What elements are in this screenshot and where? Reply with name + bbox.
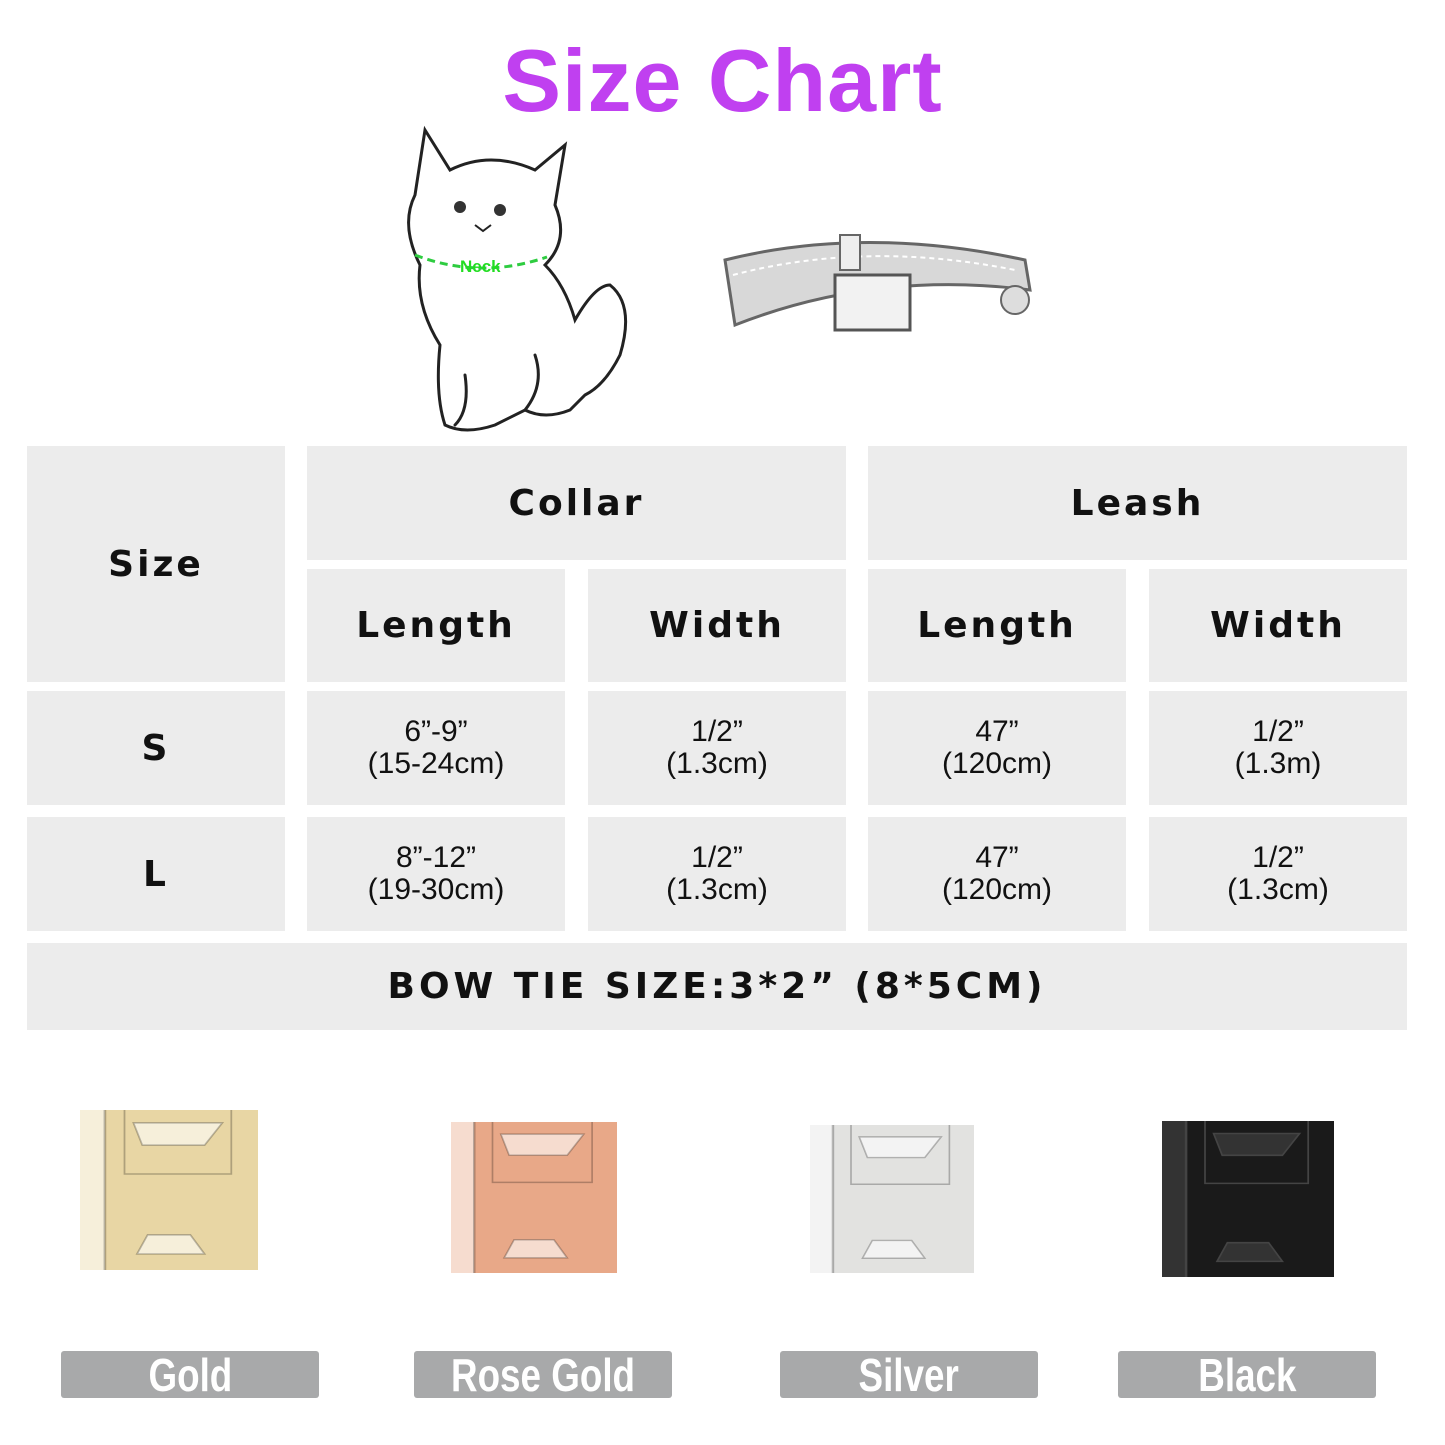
table-cell: 47” (120cm) — [868, 817, 1126, 931]
buckle-black-image — [1162, 1121, 1334, 1277]
color-label-text: Rose Gold — [450, 1348, 636, 1401]
buckle-silver-image — [810, 1125, 974, 1273]
color-label-text: Black — [1197, 1348, 1297, 1401]
color-label-text: Gold — [148, 1348, 232, 1401]
size-s: S — [27, 691, 285, 805]
collar-width-header: Width — [588, 569, 846, 682]
size-header: Size — [27, 446, 285, 682]
table-cell: 8”-12” (19-30cm) — [307, 817, 565, 931]
collar-image — [723, 234, 1032, 332]
leash-width-header: Width — [1149, 569, 1407, 682]
table-cell: 1/2” (1.3cm) — [588, 691, 846, 805]
cat-illustration: Neck — [407, 125, 628, 432]
table-cell: 1/2” (1.3m) — [1149, 691, 1407, 805]
leash-length-header: Length — [868, 569, 1126, 682]
color-label-silver: Silver — [780, 1349, 1038, 1401]
color-label-black: Black — [1118, 1349, 1376, 1401]
bow-tie-size: BOW TIE SIZE:3*2” (8*5CM) — [27, 943, 1407, 1030]
page-title: Size Chart — [502, 31, 943, 130]
table-cell: 1/2” (1.3cm) — [1149, 817, 1407, 931]
color-label-gold: Gold — [61, 1349, 319, 1401]
size-l: L — [27, 817, 285, 931]
color-label-text: Silver — [858, 1348, 960, 1401]
buckle-gold-image — [80, 1110, 258, 1270]
collar-length-header: Length — [307, 569, 565, 682]
color-label-rose-gold: Rose Gold — [414, 1349, 672, 1401]
collar-header: Collar — [307, 446, 846, 560]
table-cell: 6”-9” (15-24cm) — [307, 691, 565, 805]
leash-header: Leash — [868, 446, 1407, 560]
buckle-rose-gold-image — [451, 1122, 617, 1273]
table-cell: 47” (120cm) — [868, 691, 1126, 805]
neck-label: Neck — [460, 257, 501, 276]
table-cell: 1/2” (1.3cm) — [588, 817, 846, 931]
